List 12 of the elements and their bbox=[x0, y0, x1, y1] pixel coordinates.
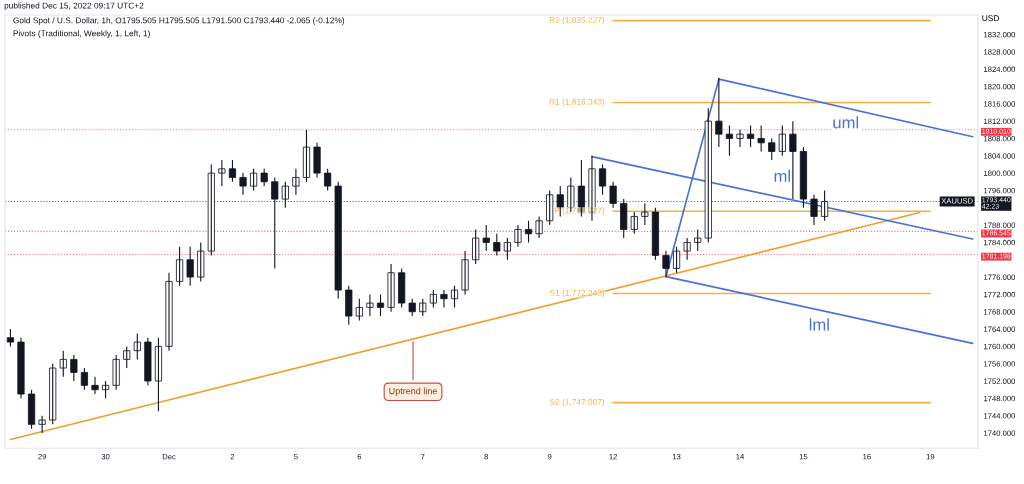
annotation: Uptrend line bbox=[389, 387, 437, 397]
series-label: uml bbox=[833, 116, 859, 129]
series-label: R2 (1,835.227) bbox=[549, 16, 605, 25]
text: published Dec 15, 2022 09:17 UTC+2 bbox=[4, 2, 144, 11]
chart-title: Gold Spot / U.S. Dollar, 1h, O1795.505 H1795.505 L1791.500 C1793.440 -2.065 (-0.12%) bbox=[13, 17, 345, 25]
series-label: R1 (1,816.343) bbox=[549, 98, 605, 107]
y-axis-title: USD bbox=[982, 15, 1000, 22]
series-label: S2 (1,747.007) bbox=[549, 398, 605, 407]
series-label: lml bbox=[809, 318, 829, 331]
text: Pivots (Traditional, Weekly, 1, Left, 1) bbox=[13, 30, 150, 38]
series-label: S1 (1,772.243) bbox=[549, 289, 605, 298]
series-label: ml bbox=[774, 169, 790, 182]
